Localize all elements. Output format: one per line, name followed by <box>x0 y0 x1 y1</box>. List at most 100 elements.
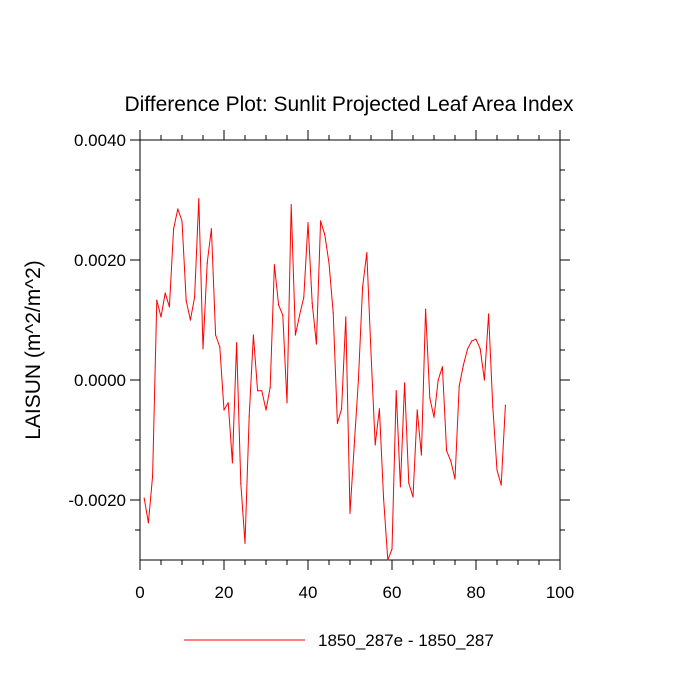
data-point <box>286 402 288 404</box>
data-point <box>252 334 254 336</box>
data-point <box>257 390 259 392</box>
data-point <box>311 302 313 304</box>
data-point <box>475 338 477 340</box>
data-point <box>198 198 200 200</box>
data-point <box>315 343 317 345</box>
data-point <box>488 313 490 315</box>
data-point <box>429 397 431 399</box>
data-point <box>261 390 263 392</box>
data-point <box>504 404 506 406</box>
data-point <box>353 445 355 447</box>
data-point <box>446 450 448 452</box>
chart-title: Difference Plot: Sunlit Projected Leaf A… <box>124 93 574 116</box>
data-point <box>374 444 376 446</box>
data-point <box>441 366 443 368</box>
data-point <box>458 385 460 387</box>
x-tick-label: 40 <box>299 583 318 602</box>
data-point <box>202 348 204 350</box>
data-point <box>185 300 187 302</box>
data-point <box>383 498 385 500</box>
data-point <box>160 316 162 318</box>
data-point <box>404 382 406 384</box>
data-point <box>143 497 145 499</box>
legend: 1850_287e - 1850_287 <box>184 631 494 650</box>
data-point <box>336 422 338 424</box>
data-point <box>227 402 229 404</box>
data-point <box>341 408 343 410</box>
data-point <box>500 484 502 486</box>
data-point <box>387 559 389 561</box>
data-point <box>173 228 175 230</box>
data-point <box>181 220 183 222</box>
data-point <box>362 286 364 288</box>
y-tick-label: 0.0020 <box>74 251 126 270</box>
data-point <box>328 262 330 264</box>
data-point <box>412 496 414 498</box>
data-point <box>391 548 393 550</box>
data-point <box>282 314 284 316</box>
data-point <box>206 262 208 264</box>
data-point <box>471 340 473 342</box>
data-point <box>332 312 334 314</box>
axis-ticks <box>130 130 570 570</box>
data-point <box>349 512 351 514</box>
data-point <box>273 264 275 266</box>
data-point <box>399 486 401 488</box>
x-tick-label: 80 <box>467 583 486 602</box>
x-tick-label: 20 <box>215 583 234 602</box>
data-point <box>223 409 225 411</box>
data-point <box>320 220 322 222</box>
data-point <box>496 469 498 471</box>
data-point <box>479 348 481 350</box>
legend-label: 1850_287e - 1850_287 <box>318 631 494 650</box>
data-point <box>395 390 397 392</box>
x-tick-label: 60 <box>383 583 402 602</box>
data-point <box>345 316 347 318</box>
data-point <box>408 482 410 484</box>
data-point <box>194 296 196 298</box>
y-tick-label: 0.0040 <box>74 131 126 150</box>
data-point <box>324 234 326 236</box>
data-point <box>303 296 305 298</box>
data-point <box>416 409 418 411</box>
data-point <box>177 208 179 210</box>
x-tick-label: 100 <box>546 583 574 602</box>
data-point <box>265 409 267 411</box>
series-line <box>143 198 506 561</box>
data-point <box>189 319 191 321</box>
data-point <box>147 522 149 524</box>
data-point <box>433 416 435 418</box>
data-point <box>290 204 292 206</box>
data-point <box>210 228 212 230</box>
data-point <box>366 252 368 254</box>
data-point <box>236 342 238 344</box>
series-points <box>143 198 506 561</box>
data-point <box>462 364 464 366</box>
x-tick-labels: 0 20 40 60 80 100 <box>135 583 574 602</box>
y-tick-labels: -0.0020 0.0000 0.0020 0.0040 <box>68 131 126 510</box>
data-point <box>437 379 439 381</box>
data-point <box>215 334 217 336</box>
data-point <box>450 460 452 462</box>
data-point <box>248 415 250 417</box>
data-point <box>294 334 296 336</box>
data-point <box>420 454 422 456</box>
y-tick-label: -0.0020 <box>68 491 126 510</box>
data-point <box>231 462 233 464</box>
data-point <box>240 482 242 484</box>
data-point <box>156 299 158 301</box>
data-point <box>467 348 469 350</box>
data-point <box>307 222 309 224</box>
data-point <box>152 475 154 477</box>
data-point <box>219 346 221 348</box>
data-point <box>269 386 271 388</box>
data-point <box>164 292 166 294</box>
data-point <box>168 306 170 308</box>
data-point <box>492 406 494 408</box>
data-point <box>370 352 372 354</box>
data-point <box>378 408 380 410</box>
data-point <box>425 308 427 310</box>
x-tick-label: 0 <box>135 583 144 602</box>
data-point <box>299 314 301 316</box>
